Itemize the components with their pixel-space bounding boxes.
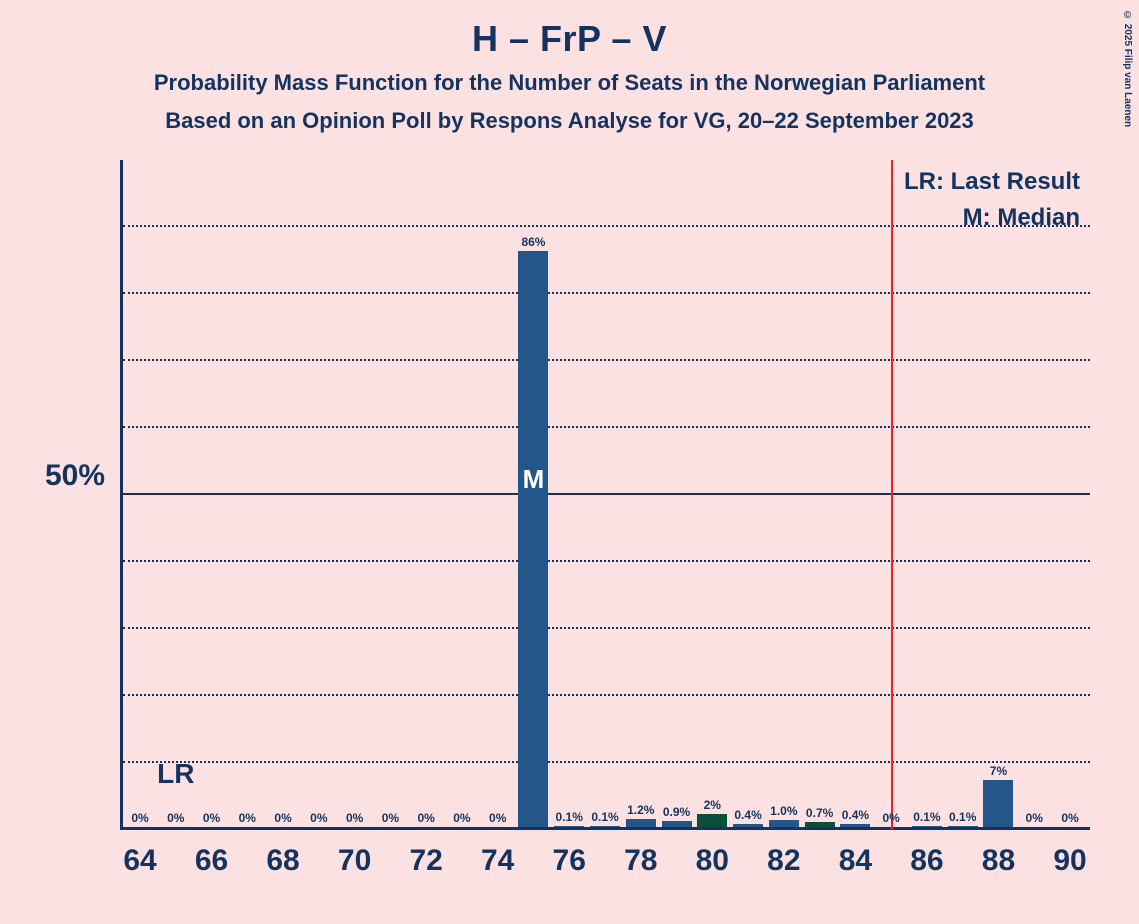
bar-value-label: 0.1%	[913, 810, 940, 824]
bar-value-label: 0%	[382, 811, 399, 825]
x-tick-label: 64	[123, 844, 156, 878]
bar-value-label: 0%	[489, 811, 506, 825]
bar: 1.2%	[626, 819, 656, 827]
legend-lr: LR: Last Result	[904, 168, 1080, 196]
bar-value-label: 0%	[1026, 811, 1043, 825]
bar-value-label: 0%	[882, 811, 899, 825]
bar-value-label: 0%	[453, 811, 470, 825]
bar-value-label: 1.2%	[627, 803, 654, 817]
bar-value-label: 0%	[346, 811, 363, 825]
median-marker: M	[523, 464, 545, 495]
bar-value-label: 1.0%	[770, 804, 797, 818]
x-tick-label: 84	[839, 844, 872, 878]
bar: 0.9%	[662, 821, 692, 827]
bar-value-label: 0.4%	[734, 808, 761, 822]
bar-value-label: 0.9%	[663, 805, 690, 819]
bar-value-label: 0%	[417, 811, 434, 825]
last-result-marker: LR	[157, 758, 194, 790]
bar: 0.1%	[912, 826, 942, 827]
bar-value-label: 86%	[521, 235, 545, 249]
bar: 2%	[697, 814, 727, 827]
bar-value-label: 0%	[203, 811, 220, 825]
bar: 1.0%	[769, 820, 799, 827]
gridline	[123, 560, 1090, 562]
bar-value-label: 0.1%	[556, 810, 583, 824]
gridline	[123, 627, 1090, 629]
bar-value-label: 0.1%	[949, 810, 976, 824]
bar: 0.7%	[805, 822, 835, 827]
bar-value-label: 2%	[704, 798, 721, 812]
chart-subtitle-2: Based on an Opinion Poll by Respons Anal…	[0, 108, 1139, 134]
gridline	[123, 694, 1090, 696]
x-tick-label: 88	[982, 844, 1015, 878]
bar: 0.1%	[590, 826, 620, 827]
x-tick-label: 90	[1053, 844, 1086, 878]
bar-value-label: 0%	[131, 811, 148, 825]
x-tick-label: 70	[338, 844, 371, 878]
majority-line	[891, 160, 893, 830]
x-tick-label: 74	[481, 844, 514, 878]
bar-value-label: 0.4%	[842, 808, 869, 822]
x-tick-label: 86	[910, 844, 943, 878]
chart-title: H – FrP – V	[0, 0, 1139, 60]
bar: 86%	[518, 251, 548, 827]
x-tick-label: 68	[266, 844, 299, 878]
bar-value-label: 7%	[990, 764, 1007, 778]
bar-value-label: 0%	[1061, 811, 1078, 825]
gridline	[123, 225, 1090, 227]
gridline	[123, 426, 1090, 428]
bar-value-label: 0%	[274, 811, 291, 825]
x-tick-label: 80	[696, 844, 729, 878]
y-axis	[120, 160, 123, 830]
bar: 0.1%	[554, 826, 584, 827]
gridline	[123, 761, 1090, 763]
y-tick-label: 50%	[45, 459, 105, 493]
x-tick-label: 72	[409, 844, 442, 878]
x-tick-label: 66	[195, 844, 228, 878]
gridline	[123, 493, 1090, 495]
bar-value-label: 0%	[239, 811, 256, 825]
chart-subtitle-1: Probability Mass Function for the Number…	[0, 70, 1139, 96]
legend: LR: Last Result M: Median	[904, 168, 1080, 240]
bar: 0.4%	[840, 824, 870, 827]
copyright-text: © 2025 Filip van Laenen	[1122, 10, 1133, 127]
x-tick-label: 82	[767, 844, 800, 878]
legend-m: M: Median	[904, 204, 1080, 232]
bar-value-label: 0.1%	[591, 810, 618, 824]
x-tick-label: 78	[624, 844, 657, 878]
gridline	[123, 359, 1090, 361]
bar-value-label: 0%	[167, 811, 184, 825]
x-axis	[120, 827, 1090, 830]
bar-value-label: 0%	[310, 811, 327, 825]
chart-container: H – FrP – V Probability Mass Function fo…	[0, 0, 1139, 924]
gridline	[123, 292, 1090, 294]
bar: 0.4%	[733, 824, 763, 827]
plot-area: LR: Last Result M: Median 50%64666870727…	[120, 160, 1090, 830]
bar-value-label: 0.7%	[806, 806, 833, 820]
bar: 0.1%	[948, 826, 978, 827]
bar: 7%	[983, 780, 1013, 827]
x-tick-label: 76	[553, 844, 586, 878]
